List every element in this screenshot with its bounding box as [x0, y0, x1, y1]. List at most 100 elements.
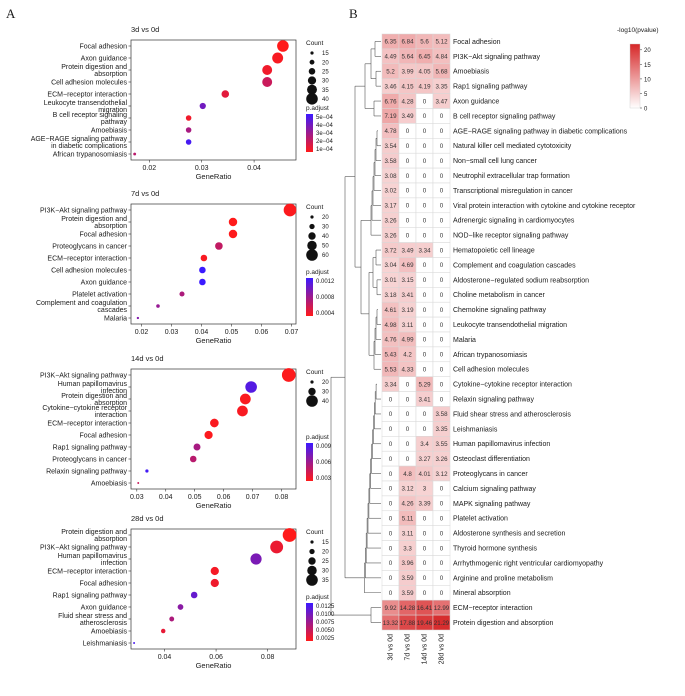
heatmap-cell-value: 0 — [406, 173, 410, 180]
heatmap-cell-value: 3.58 — [435, 411, 448, 418]
heatmap-cell-value: 0 — [389, 471, 393, 478]
heatmap-cell-value: 3.26 — [435, 456, 448, 463]
heatmap-cell-value: 0 — [423, 426, 427, 433]
size-legend-symbol — [307, 240, 317, 251]
size-legend-label: 30 — [322, 569, 329, 575]
heatmap-cell-value: 3.49 — [401, 113, 414, 120]
heatmap-cell-value: 0 — [389, 486, 393, 493]
x-tick-label: 0.02 — [143, 165, 157, 172]
data-point — [210, 566, 219, 576]
heatmap-column-label: 28d vs 0d — [439, 634, 446, 664]
heatmap-cell-value: 0 — [440, 545, 444, 552]
panel-letter-b: B — [349, 6, 358, 21]
size-legend-label: 60 — [322, 253, 329, 259]
heatmap-cell-value: 3.41 — [418, 396, 431, 403]
dotplot-title: 3d vs 0d — [131, 25, 159, 34]
heatmap-cell-value: 0 — [406, 456, 410, 463]
heatmap-cell-value: 3.55 — [435, 441, 448, 448]
heatmap-cell-value: 0 — [406, 232, 410, 239]
heatmap-cell-value: 14.28 — [400, 605, 416, 612]
color-legend-label: 0.0125 — [316, 604, 335, 610]
heatmap-row-label: Cytokine−cytokine receptor interaction — [453, 382, 572, 389]
heatmap-row-label: Complement and coagulation cascades — [453, 262, 576, 269]
heatmap-cell-value: 0 — [406, 128, 410, 135]
y-tick-label: Leukocyte transendothelial — [44, 100, 128, 107]
heatmap-cell-value: 4.69 — [401, 262, 414, 269]
heatmap-row-label: Chemokine signaling pathway — [453, 307, 546, 314]
x-axis-label: GeneRatio — [196, 172, 232, 181]
y-tick-label: Axon guidance — [81, 604, 127, 611]
heatmap-row-label: Malaria — [453, 337, 476, 344]
heatmap-cell-value: 0 — [389, 396, 393, 403]
heatmap-cell-value: 3.59 — [401, 590, 414, 597]
heatmap-cell-value: 3.17 — [384, 203, 397, 210]
y-tick-label: Proteoglycans in cancer — [52, 456, 127, 463]
color-legend-label: 0.006 — [316, 460, 332, 466]
heatmap-cell-value: 0 — [440, 262, 444, 269]
heatmap-row-label: Focal adhesion — [453, 39, 501, 46]
heatmap-cell-value: 3.02 — [384, 188, 397, 195]
heatmap-cell-value: 0 — [406, 158, 410, 165]
x-axis-label: GeneRatio — [196, 661, 232, 670]
size-legend-symbol — [307, 565, 317, 576]
y-tick-label: Axon guidance — [81, 55, 127, 62]
heatmap-cell-value: 5.64 — [401, 54, 414, 61]
color-legend-title: p.adjust — [306, 594, 329, 601]
heatmap-row-label: AGE−RAGE signaling pathway in diabetic c… — [453, 128, 628, 135]
y-tick-label: Focal adhesion — [80, 432, 128, 439]
heatmap-cell-value: 0 — [423, 292, 427, 299]
heatmap-cell-value: 3.54 — [384, 143, 397, 150]
heatmap-cell-value: 0 — [423, 322, 427, 329]
heatmap-cell-value: 0 — [423, 352, 427, 359]
heatmap-cell-value: 3.26 — [384, 232, 397, 239]
y-tick-label: Amoebiasis — [91, 628, 128, 635]
heatmap-cell-value: 0 — [440, 337, 444, 344]
data-point — [199, 266, 206, 274]
heatmap-cell-value: 0 — [423, 128, 427, 135]
heatmap-row-label: Platelet activation — [453, 516, 508, 523]
y-tick-label: infection — [101, 388, 127, 395]
x-tick-label: 0.05 — [188, 494, 202, 501]
heatmap-cell-value: 4.84 — [435, 54, 448, 61]
heatmap-cell-value: 3.15 — [401, 277, 414, 284]
heatmap-cell-value: 0 — [440, 486, 444, 493]
heatmap-cell-value: 3.99 — [401, 68, 414, 75]
color-legend-bar — [306, 443, 313, 481]
heatmap-cell-value: 0 — [423, 98, 427, 105]
heatmap-row-label: Osteoclast differentiation — [453, 456, 530, 463]
data-point — [210, 418, 219, 428]
heatmap-cell-value: 3.59 — [401, 575, 414, 582]
heatmap-cell-value: 4.8 — [403, 471, 412, 478]
heatmap-row-label: African trypanosomiasis — [453, 352, 528, 359]
dotplot-title: 28d vs 0d — [131, 514, 164, 523]
heatmap-cell-value: 6.45 — [418, 54, 431, 61]
size-legend-label: 20 — [322, 380, 329, 386]
size-legend-label: 35 — [322, 88, 329, 94]
y-tick-label: Rap1 signaling pathway — [53, 444, 128, 451]
plot-frame — [130, 368, 297, 490]
heatmap-cell-value: 0 — [406, 396, 410, 403]
heatmap-row-label: Human papillomavirus infection — [453, 441, 550, 448]
data-point — [137, 482, 140, 484]
heatmap-cell-value: 0 — [440, 128, 444, 135]
data-point — [262, 77, 273, 87]
heatmap-cell-value: 3.58 — [384, 158, 397, 165]
size-legend-title: Count — [306, 369, 324, 376]
heatmap-cell-value: 0 — [440, 530, 444, 537]
x-tick-label: 0.08 — [261, 654, 275, 661]
heatmap-row-label: Mineral absorption — [453, 590, 511, 597]
data-point — [177, 604, 184, 610]
size-legend-label: 40 — [322, 97, 329, 103]
heatmap-cell-value: 0 — [423, 590, 427, 597]
data-point — [272, 52, 284, 64]
heatmap-cell-value: 3.3 — [403, 545, 412, 552]
heatmap-cell-value: 0 — [406, 217, 410, 224]
data-point — [204, 430, 213, 440]
color-legend-bar — [306, 603, 313, 641]
heatmap-cell-value: 16.41 — [417, 605, 433, 612]
heatmap-cell-value: 21.29 — [434, 620, 450, 627]
y-tick-label: AGE−RAGE signaling pathway — [31, 136, 128, 143]
dotplot-4: 28d vs 0d Protein digestion andabsorption… — [40, 514, 335, 670]
size-legend-title: Count — [306, 529, 324, 536]
heatmap-cell-value: 0 — [423, 411, 427, 418]
